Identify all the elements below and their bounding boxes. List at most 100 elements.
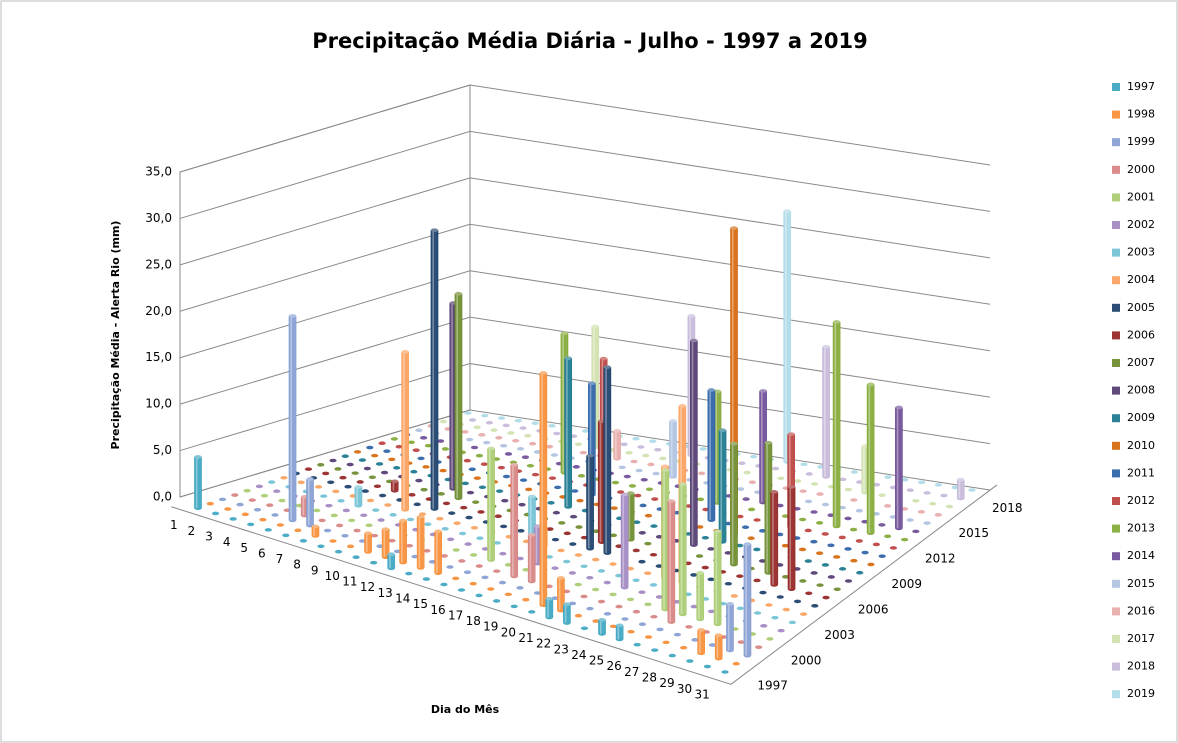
floor-dot — [384, 503, 392, 507]
floor-dot — [441, 447, 449, 451]
floor-dot — [464, 542, 472, 546]
floor-dot — [765, 603, 773, 607]
floor-dot — [615, 573, 623, 578]
floor-dot — [330, 513, 338, 518]
floor-dot — [320, 494, 328, 498]
bar-cap — [730, 226, 738, 230]
floor-dot — [609, 592, 617, 597]
floor-dot — [420, 487, 428, 492]
floor-dot — [940, 493, 948, 498]
floor-dot — [458, 531, 467, 536]
floor-dot — [243, 488, 251, 493]
floor-dot — [609, 533, 618, 538]
bar-cap — [560, 331, 569, 335]
y-tick-label: 5,0 — [153, 443, 172, 457]
floor-dot — [680, 645, 688, 650]
floor-dot — [415, 428, 423, 433]
floor-dot — [568, 571, 577, 575]
floor-dot — [649, 552, 658, 557]
x-tick-label: 30 — [677, 682, 692, 696]
floor-dot — [461, 481, 469, 486]
floor-dot — [377, 518, 385, 522]
floor-dot — [638, 622, 647, 627]
floor-dot — [617, 490, 625, 494]
bar-highlight — [392, 481, 395, 491]
floor-dot — [406, 517, 415, 522]
floor-dot — [592, 557, 600, 562]
floor-dot — [724, 581, 732, 586]
floor-dot — [329, 458, 337, 463]
floor-dot — [341, 533, 349, 538]
floor-dot — [856, 570, 864, 575]
bar — [430, 229, 439, 511]
floor-dot — [500, 524, 508, 529]
bar-cap — [364, 531, 372, 535]
bar-highlight — [691, 340, 694, 545]
bar-cap — [759, 389, 767, 393]
bar-cap — [697, 628, 705, 632]
floor-dot — [481, 575, 489, 580]
floor-dot — [651, 648, 659, 652]
bar-highlight — [529, 534, 532, 582]
floor-dot — [580, 564, 588, 569]
bar-cap — [598, 419, 606, 423]
floor-dot — [655, 564, 663, 568]
floor-dot — [528, 610, 536, 614]
floor-dot — [490, 428, 498, 432]
floor-dot — [799, 612, 808, 616]
floor-dot — [732, 661, 740, 666]
bar — [401, 351, 409, 512]
floor-dot — [630, 459, 638, 464]
bar-cap — [591, 324, 599, 329]
floor-dot — [422, 577, 430, 581]
x-axis-title: Dia do Mês — [431, 703, 500, 716]
bar — [354, 486, 363, 508]
floor-dot — [690, 604, 698, 609]
floor-dot — [229, 517, 237, 521]
bar-cap — [288, 314, 297, 318]
bar-cap — [621, 492, 629, 497]
floor-dot — [618, 465, 626, 470]
floor-dot — [550, 453, 559, 457]
bar-highlight — [709, 389, 711, 520]
floor-dot — [760, 624, 768, 628]
floor-dot — [271, 513, 279, 517]
floor-dot — [437, 492, 445, 496]
bar-highlight — [564, 604, 567, 623]
floor-dot — [504, 563, 513, 567]
bar — [726, 603, 734, 653]
bar-cap — [957, 477, 965, 482]
floor-dot — [586, 575, 594, 580]
bar-cap — [726, 602, 734, 606]
floor-dot — [442, 501, 451, 506]
floor-dot — [650, 614, 658, 619]
bar-cap — [588, 381, 596, 385]
floor-dot — [478, 485, 487, 490]
floor-dot — [659, 456, 667, 461]
floor-dot — [334, 467, 342, 471]
floor-dot — [901, 537, 909, 542]
bar-cap — [311, 524, 320, 529]
floor-dot — [224, 507, 232, 511]
floor-dot — [576, 498, 584, 503]
bar-cap — [627, 491, 635, 495]
floor-dot — [504, 452, 513, 456]
floor-dot — [545, 555, 553, 559]
floor-dot — [440, 582, 448, 587]
floor-dot — [569, 542, 577, 546]
floor-dot — [457, 588, 466, 592]
bar-cap — [764, 440, 773, 445]
bar-highlight — [670, 420, 673, 477]
floor-dot — [611, 480, 620, 485]
floor-dot — [280, 475, 288, 480]
floor-dot — [501, 498, 509, 503]
bar-cap — [563, 602, 571, 607]
floor-dot — [623, 474, 631, 479]
floor-dot — [923, 491, 931, 495]
floor-dot — [365, 523, 373, 528]
floor-dot — [673, 632, 682, 637]
floor-dot — [685, 625, 693, 629]
legend-label: 2004 — [1127, 273, 1155, 286]
bar-highlight — [451, 302, 453, 489]
floor-dot — [529, 441, 537, 446]
